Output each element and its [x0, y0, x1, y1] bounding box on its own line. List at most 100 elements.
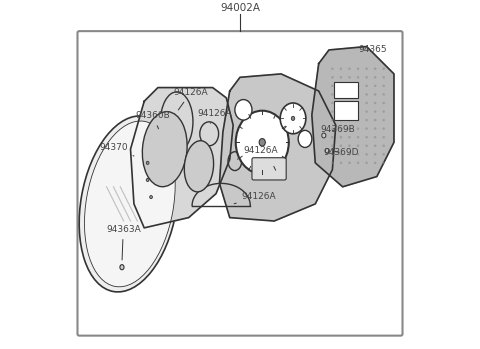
Ellipse shape	[357, 68, 359, 70]
Ellipse shape	[366, 68, 368, 70]
Text: 94365: 94365	[358, 45, 387, 54]
Ellipse shape	[259, 139, 265, 146]
Ellipse shape	[340, 145, 342, 147]
Ellipse shape	[331, 128, 334, 130]
Ellipse shape	[366, 111, 368, 113]
Ellipse shape	[340, 85, 342, 87]
Ellipse shape	[331, 94, 334, 96]
Ellipse shape	[331, 111, 334, 113]
Ellipse shape	[331, 102, 334, 104]
Ellipse shape	[383, 136, 385, 138]
Ellipse shape	[374, 111, 376, 113]
Ellipse shape	[357, 102, 359, 104]
Ellipse shape	[331, 119, 334, 121]
Ellipse shape	[235, 99, 252, 120]
Ellipse shape	[383, 119, 385, 121]
Ellipse shape	[383, 85, 385, 87]
Ellipse shape	[280, 103, 306, 134]
Ellipse shape	[348, 162, 350, 164]
Ellipse shape	[340, 128, 342, 130]
Ellipse shape	[331, 153, 334, 155]
Bar	[334, 101, 358, 120]
Ellipse shape	[357, 119, 359, 121]
Text: 94369B: 94369B	[321, 125, 355, 134]
Ellipse shape	[348, 102, 350, 104]
Ellipse shape	[340, 153, 342, 155]
Text: 94360B: 94360B	[136, 111, 170, 129]
Polygon shape	[312, 46, 394, 187]
Ellipse shape	[291, 116, 295, 120]
Ellipse shape	[357, 94, 359, 96]
Ellipse shape	[374, 102, 376, 104]
Ellipse shape	[120, 265, 124, 270]
Ellipse shape	[348, 94, 350, 96]
Ellipse shape	[340, 76, 342, 79]
Ellipse shape	[150, 195, 153, 199]
Ellipse shape	[383, 102, 385, 104]
Ellipse shape	[146, 178, 149, 181]
Ellipse shape	[184, 141, 214, 192]
Ellipse shape	[357, 76, 359, 79]
Ellipse shape	[383, 153, 385, 155]
Ellipse shape	[357, 85, 359, 87]
Ellipse shape	[146, 161, 149, 164]
FancyBboxPatch shape	[252, 158, 286, 180]
Text: 94369D: 94369D	[324, 148, 360, 157]
Ellipse shape	[357, 153, 359, 155]
Ellipse shape	[357, 128, 359, 130]
Polygon shape	[131, 88, 233, 228]
Ellipse shape	[366, 119, 368, 121]
Ellipse shape	[366, 102, 368, 104]
Ellipse shape	[348, 68, 350, 70]
Text: 94126A: 94126A	[234, 192, 276, 204]
Ellipse shape	[340, 119, 342, 121]
Ellipse shape	[325, 148, 329, 153]
Ellipse shape	[322, 133, 326, 138]
Ellipse shape	[340, 94, 342, 96]
Ellipse shape	[366, 136, 368, 138]
Ellipse shape	[374, 136, 376, 138]
Text: 94363A: 94363A	[106, 225, 141, 260]
Ellipse shape	[374, 153, 376, 155]
Ellipse shape	[331, 68, 334, 70]
FancyBboxPatch shape	[77, 31, 403, 336]
Ellipse shape	[331, 85, 334, 87]
Ellipse shape	[84, 121, 175, 287]
Ellipse shape	[383, 76, 385, 79]
Ellipse shape	[331, 76, 334, 79]
Text: 94126A: 94126A	[173, 88, 208, 110]
Ellipse shape	[331, 145, 334, 147]
Ellipse shape	[79, 116, 179, 292]
Ellipse shape	[374, 94, 376, 96]
Text: 94370: 94370	[99, 143, 134, 156]
Bar	[334, 82, 358, 98]
Ellipse shape	[366, 153, 368, 155]
Text: 94126A: 94126A	[238, 146, 278, 159]
Ellipse shape	[340, 102, 342, 104]
Ellipse shape	[236, 111, 289, 174]
Ellipse shape	[348, 111, 350, 113]
Ellipse shape	[357, 162, 359, 164]
Ellipse shape	[383, 94, 385, 96]
Text: 94002A: 94002A	[220, 3, 260, 13]
Ellipse shape	[383, 128, 385, 130]
Ellipse shape	[383, 162, 385, 164]
Ellipse shape	[331, 136, 334, 138]
Ellipse shape	[366, 85, 368, 87]
Ellipse shape	[348, 76, 350, 79]
Ellipse shape	[143, 112, 187, 187]
Ellipse shape	[374, 145, 376, 147]
Ellipse shape	[340, 162, 342, 164]
Ellipse shape	[366, 145, 368, 147]
Ellipse shape	[348, 136, 350, 138]
Ellipse shape	[374, 85, 376, 87]
Ellipse shape	[383, 145, 385, 147]
Ellipse shape	[374, 162, 376, 164]
Ellipse shape	[383, 111, 385, 113]
Ellipse shape	[374, 128, 376, 130]
Ellipse shape	[357, 145, 359, 147]
Ellipse shape	[340, 111, 342, 113]
Ellipse shape	[374, 68, 376, 70]
Ellipse shape	[366, 94, 368, 96]
Ellipse shape	[366, 128, 368, 130]
